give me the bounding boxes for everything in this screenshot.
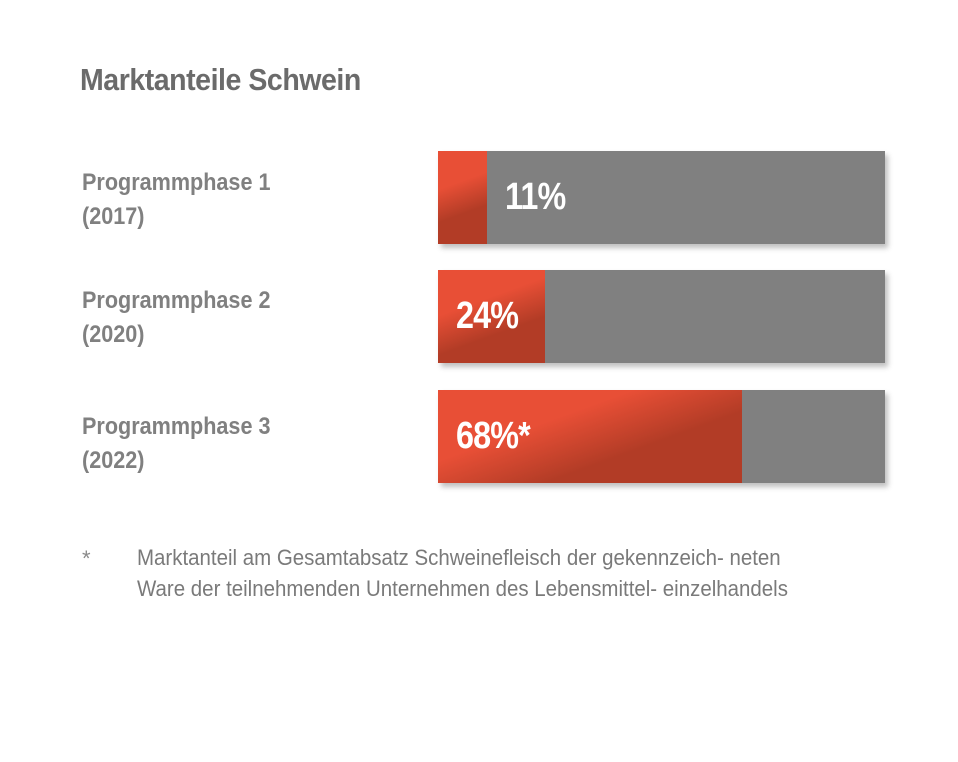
category-label-line: Programmphase 1 [82, 169, 271, 196]
category-label-line: Programmphase 3 [82, 413, 271, 440]
bar-track: 68%* [438, 390, 885, 483]
value-label: 24% [456, 295, 519, 337]
category-label: Programmphase 1 (2017) [82, 166, 270, 234]
category-label-line: (2022) [82, 447, 145, 474]
bar-fill [438, 270, 545, 363]
category-label-line: Programmphase 2 [82, 287, 271, 314]
value-label: 68%* [456, 415, 531, 457]
category-label: Programmphase 3 (2022) [82, 410, 270, 478]
footnote-text: Marktanteil am Gesamtabsatz Schweineflei… [137, 545, 788, 601]
chart-title: Marktanteile Schwein [80, 62, 361, 97]
bar-track: 24% [438, 270, 885, 363]
category-label: Programmphase 2 (2020) [82, 284, 270, 352]
bar-track: 11% [438, 151, 885, 244]
value-label: 11% [505, 176, 566, 218]
bar-fill [438, 390, 742, 483]
footnote-marker: * [82, 546, 91, 571]
bar-fill [438, 151, 487, 244]
category-label-line: (2020) [82, 321, 145, 348]
category-label-line: (2017) [82, 203, 145, 230]
